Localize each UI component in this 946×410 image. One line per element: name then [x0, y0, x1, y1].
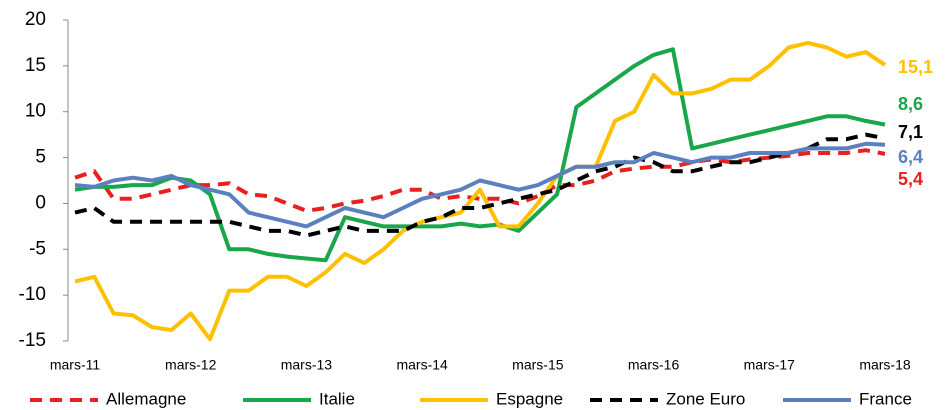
end-label: 15,1	[898, 57, 933, 77]
y-tick-label: 10	[25, 101, 46, 122]
y-tick-label: 20	[25, 9, 46, 30]
y-tick-label: -15	[19, 330, 46, 351]
y-tick-label: 15	[25, 55, 46, 76]
legend-label: France	[859, 389, 912, 408]
y-tick-label: -5	[29, 238, 46, 259]
legend-label: Italie	[319, 389, 355, 408]
y-tick-label: -10	[19, 284, 46, 305]
end-label: 6,4	[898, 147, 923, 167]
series-line	[74, 132, 886, 238]
series-line	[74, 40, 887, 342]
end-label: 5,4	[898, 169, 923, 189]
series-line	[74, 141, 886, 229]
x-tick-label: mars-15	[512, 357, 564, 373]
legend-label: Espagne	[496, 389, 563, 408]
x-tick-label: mars-18	[859, 357, 911, 373]
y-tick-label: 5	[35, 147, 46, 168]
x-tick-label: mars-12	[165, 357, 217, 373]
x-tick-label: mars-14	[396, 357, 448, 373]
x-tick-label: mars-17	[744, 357, 796, 373]
series-line	[74, 148, 886, 213]
x-tick-label: mars-16	[628, 357, 680, 373]
end-label: 8,6	[898, 94, 923, 114]
legend-label: Allemagne	[106, 389, 186, 408]
x-tick-label: mars-13	[281, 357, 333, 373]
y-tick-label: 0	[35, 192, 46, 213]
end-label: 7,1	[898, 122, 923, 142]
legend-label: Zone Euro	[666, 389, 745, 408]
x-tick-label: mars-11	[50, 357, 101, 373]
series-line	[74, 47, 886, 263]
